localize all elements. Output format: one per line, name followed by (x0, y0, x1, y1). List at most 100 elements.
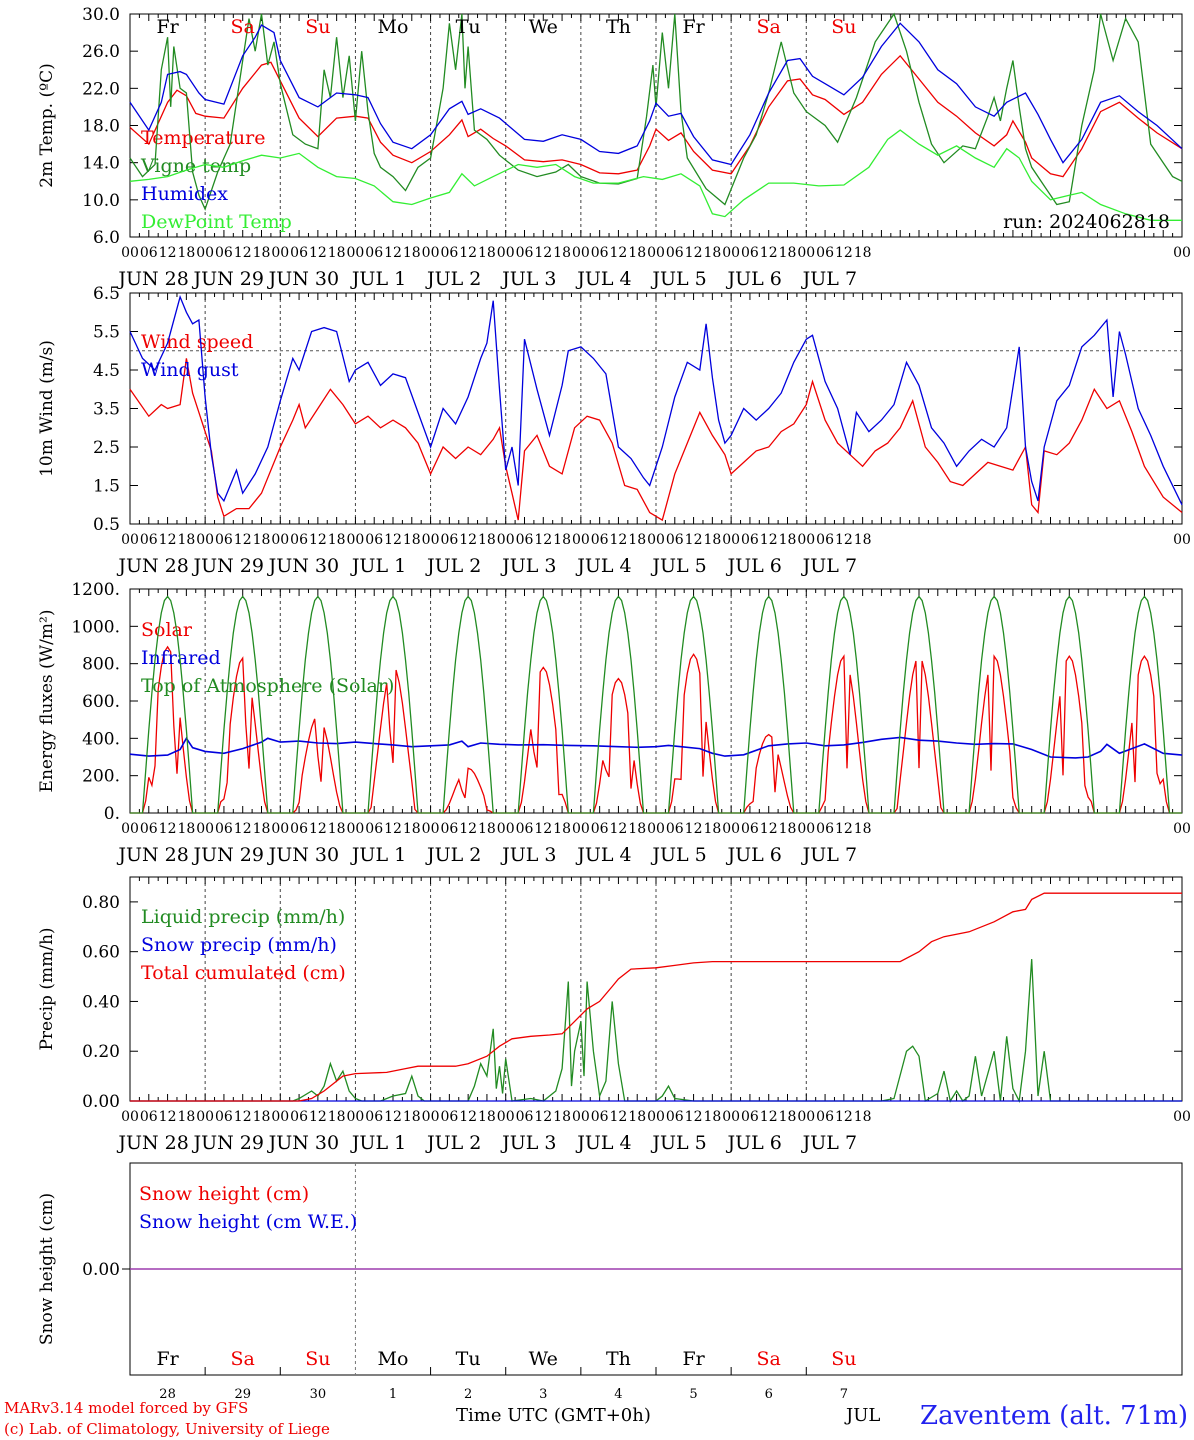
y-tick-label: 0.40 (82, 992, 120, 1012)
weekday-label: Su (305, 1348, 330, 1370)
y-tick-label: 800. (82, 655, 120, 675)
date-label: JUN 30 (267, 555, 339, 577)
hour-tick-label: 06 (290, 1109, 308, 1125)
hour-tick-label: 12 (685, 532, 703, 548)
series-line-liquid-precip-mm-h- (130, 959, 1182, 1104)
hour-tick-label: 18 (628, 821, 646, 837)
y-tick-label: 2.5 (93, 438, 120, 458)
day-number-label: 28 (159, 1387, 176, 1402)
hour-tick-label: 18 (253, 532, 271, 548)
hour-tick-label: 06 (290, 821, 308, 837)
hour-tick-label: 00 (797, 245, 815, 261)
hour-tick-label: 06 (516, 245, 534, 261)
hour-tick-label: 18 (177, 1109, 195, 1125)
hour-tick-label: 06 (215, 1109, 233, 1125)
hour-tick-label: 18 (177, 821, 195, 837)
hour-tick-label: 18 (779, 821, 797, 837)
date-label: JUL 1 (350, 844, 406, 866)
legend-entry: Snow height (cm W.E.) (139, 1211, 357, 1233)
weekday-label: We (529, 1348, 558, 1370)
weekday-label: Mo (378, 16, 409, 38)
run-annotation: run: 2024062818 (1003, 211, 1170, 233)
hour-tick-label: 12 (459, 532, 477, 548)
y-tick-label: 30.0 (82, 5, 120, 25)
date-label: JUL 5 (650, 1132, 706, 1154)
hour-tick-label: 18 (403, 821, 421, 837)
date-label: JUL 2 (425, 844, 481, 866)
x-axis-title: Time UTC (GMT+0h) (456, 1405, 651, 1426)
hour-tick-label: 12 (610, 821, 628, 837)
hour-tick-label: 00 (347, 821, 365, 837)
hour-tick-label: 18 (403, 245, 421, 261)
hour-tick-label: 06 (440, 245, 458, 261)
series-line-total-cumulated-cm- (130, 892, 1182, 1102)
date-label: JUL 1 (350, 555, 406, 577)
hour-tick-label: 18 (553, 532, 571, 548)
series-line-wind-speed (129, 358, 1183, 522)
date-label: JUL 5 (650, 555, 706, 577)
hour-tick-label: 18 (328, 532, 346, 548)
hour-tick-label: 06 (666, 1109, 684, 1125)
weekday-label: Fr (682, 16, 705, 38)
hour-tick-label: 00 (347, 532, 365, 548)
hour-tick-label: 18 (779, 245, 797, 261)
y-tick-label: 18.0 (82, 117, 120, 137)
legend-entry: Solar (141, 619, 193, 641)
weekday-label: We (529, 16, 558, 38)
y-tick-label: 1200. (71, 580, 120, 600)
hour-tick-label: 00 (647, 245, 665, 261)
hour-tick-label: 12 (159, 821, 177, 837)
day-number-label: 6 (765, 1387, 773, 1402)
date-label: JUL 5 (650, 844, 706, 866)
date-label: JUN 28 (116, 555, 188, 577)
hour-tick-label: 12 (610, 532, 628, 548)
hour-tick-label: 00 (271, 532, 289, 548)
hour-tick-label: 06 (365, 245, 383, 261)
date-label: JUL 7 (801, 268, 857, 290)
legend-entry: Wind gust (141, 359, 239, 381)
date-label: JUL 3 (500, 555, 556, 577)
date-label: JUL 7 (801, 1132, 857, 1154)
legend-entry: Liquid precip (mm/h) (141, 906, 345, 928)
hour-tick-label: 06 (140, 821, 158, 837)
panel-frame (129, 588, 1183, 814)
hour-tick-label: 12 (234, 1109, 252, 1125)
legend-entry: Total cumulated (cm) (141, 962, 346, 984)
y-axis-title: 10m Wind (m/s) (37, 340, 57, 477)
hour-tick-label: 00 (722, 532, 740, 548)
chart-panel-4: 0.00 0.20 0.40 0.60 0.80 Precip (mm/h) Liquid … (37, 876, 1191, 1154)
hour-tick-label: 12 (159, 245, 177, 261)
hour-tick-label: 06 (365, 821, 383, 837)
hour-tick-label: 06 (215, 821, 233, 837)
y-tick-label: 0. (104, 804, 120, 824)
y-axis-title: Snow height (cm) (37, 1193, 57, 1345)
hour-tick-label: 18 (628, 532, 646, 548)
lab-credit: (c) Lab. of Climatology, University of L… (4, 1420, 330, 1438)
date-label: JUN 30 (267, 268, 339, 290)
hour-tick-label: 12 (835, 532, 853, 548)
hour-tick-label: 12 (384, 1109, 402, 1125)
panel-frame (129, 13, 1183, 238)
hour-tick-label: 12 (234, 245, 252, 261)
hour-tick-label: 18 (328, 1109, 346, 1125)
hour-tick-label: 06 (140, 245, 158, 261)
series-line-humidex (129, 22, 1183, 166)
day-number-label: 4 (614, 1387, 622, 1402)
hour-tick-label: 00 (271, 821, 289, 837)
hour-tick-label: 06 (516, 1109, 534, 1125)
hour-tick-label: 18 (478, 245, 496, 261)
hour-tick-label: 06 (591, 532, 609, 548)
y-tick-label: 0.80 (82, 893, 120, 913)
hour-tick-label: 06 (666, 245, 684, 261)
hour-tick-label: 00 (121, 821, 139, 837)
hour-tick-label: 12 (459, 245, 477, 261)
date-label: JUL 4 (575, 844, 631, 866)
legend-entry: Infrared (141, 647, 221, 669)
hour-tick-label: 06 (516, 821, 534, 837)
hour-tick-label: 18 (703, 1109, 721, 1125)
y-tick-label: 5.5 (93, 323, 120, 343)
hour-tick-label: 18 (628, 1109, 646, 1125)
hour-tick-label: 00 (196, 1109, 214, 1125)
hour-tick-label: 00 (1173, 821, 1191, 837)
date-label: JUL 2 (425, 555, 481, 577)
